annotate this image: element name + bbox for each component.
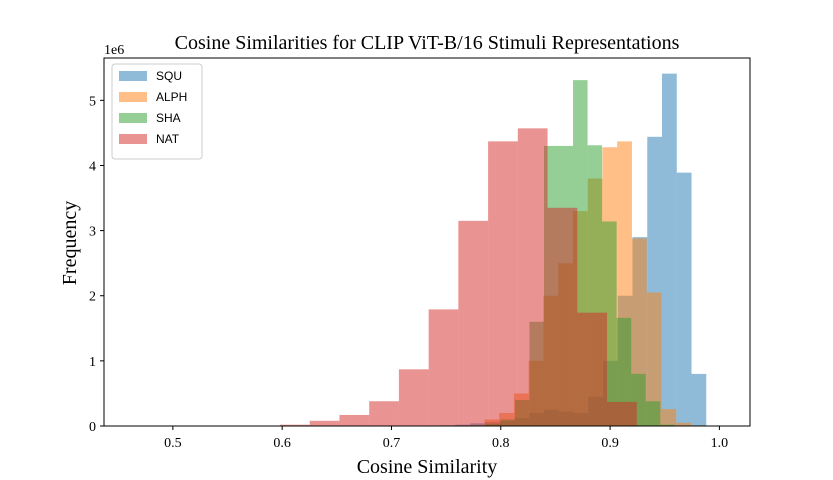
legend-swatch-nat [119, 134, 147, 144]
x-tick-label: 0.7 [383, 436, 401, 451]
legend-label-squ: SQU [156, 69, 182, 83]
x-tick-label: 0.6 [273, 436, 291, 451]
y-axis-label: Frequency [59, 201, 81, 285]
bar-sha-13 [660, 424, 675, 426]
bar-nat-2 [339, 414, 370, 426]
y-tick-label: 2 [89, 290, 96, 305]
bar-squ-15 [662, 73, 677, 426]
legend-swatch-squ [119, 71, 147, 81]
y-offset-text: 1e6 [104, 43, 124, 58]
bar-sha-10 [616, 317, 632, 426]
bar-nat-0 [279, 424, 310, 426]
legend-label-sha: SHA [156, 111, 181, 125]
bar-alph-13 [676, 422, 691, 426]
x-tick-label: 0.9 [601, 436, 619, 451]
y-tick-label: 3 [89, 225, 96, 240]
x-tick-label: 0.8 [492, 436, 510, 451]
ticks-group: 0.5 0.6 0.7 0.8 0.9 1.0 0 1 2 3 4 5 [89, 94, 728, 451]
x-tick-label: 0.5 [164, 436, 182, 451]
legend-swatch-sha [119, 113, 147, 123]
legend-label-nat: NAT [156, 132, 180, 146]
x-tick-label: 1.0 [711, 436, 729, 451]
y-tick-label: 5 [89, 94, 96, 109]
bar-nat-8 [517, 128, 548, 426]
y-tick-label: 4 [89, 159, 96, 174]
bar-alph-12 [661, 409, 677, 426]
bar-squ-16 [676, 172, 692, 426]
bar-nat-7 [488, 141, 518, 426]
bar-sha-12 [645, 401, 661, 426]
bar-nat-4 [398, 369, 429, 426]
bar-alph-11 [646, 292, 662, 426]
bars-group [279, 73, 707, 427]
bar-nat-11 [607, 401, 637, 426]
bar-nat-3 [369, 401, 399, 426]
legend-swatch-alph [119, 92, 147, 102]
bar-nat-1 [309, 420, 340, 426]
bar-squ-17 [691, 373, 707, 426]
bar-nat-6 [458, 220, 489, 426]
x-axis-label: Cosine Similarity [357, 456, 498, 478]
y-tick-label: 1 [89, 355, 96, 370]
plot-frame [103, 57, 751, 427]
bar-nat-9 [547, 207, 578, 426]
bar-nat-5 [428, 309, 459, 426]
legend: SQU ALPH SHA NAT [111, 63, 203, 160]
bar-nat-10 [577, 312, 608, 426]
y-tick-label: 0 [89, 420, 96, 435]
legend-label-alph: ALPH [156, 90, 187, 104]
chart-title: Cosine Similarities for CLIP ViT-B/16 St… [175, 32, 680, 54]
